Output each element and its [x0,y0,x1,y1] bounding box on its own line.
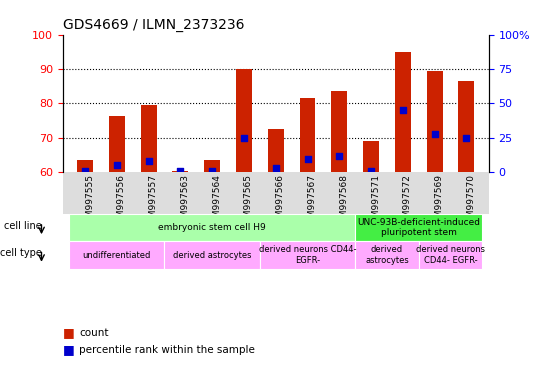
Text: GSM997556: GSM997556 [117,174,126,229]
Point [335,153,343,159]
Point [144,158,153,164]
Bar [355,214,482,241]
Text: ■: ■ [63,326,75,339]
Bar [331,91,347,172]
Bar [300,98,316,172]
Point [430,131,439,137]
Bar [363,141,379,172]
Text: GSM997564: GSM997564 [212,174,221,229]
Text: cell type: cell type [0,248,41,258]
Text: count: count [79,328,109,338]
Text: GSM997567: GSM997567 [307,174,317,229]
Text: embryonic stem cell H9: embryonic stem cell H9 [158,223,266,232]
Bar [268,129,284,172]
Point [271,165,280,171]
Text: undifferentiated: undifferentiated [82,250,151,260]
Bar [141,105,157,172]
Text: derived neurons
CD44- EGFR-: derived neurons CD44- EGFR- [416,245,485,265]
Text: GSM997569: GSM997569 [435,174,444,229]
Text: UNC-93B-deficient-induced
pluripotent stem: UNC-93B-deficient-induced pluripotent st… [357,218,480,237]
Text: percentile rank within the sample: percentile rank within the sample [79,345,255,355]
Point [399,107,407,113]
Point [176,168,185,174]
Point [112,162,121,169]
Bar [260,241,355,269]
Bar [419,241,482,269]
Text: GSM997571: GSM997571 [371,174,380,229]
Point [240,135,248,141]
Text: GSM997555: GSM997555 [85,174,94,229]
Text: ■: ■ [63,343,75,356]
Bar [69,214,355,241]
Bar [173,170,188,172]
Bar [236,69,252,172]
Text: GSM997570: GSM997570 [466,174,476,229]
Point [462,135,471,141]
Text: GSM997566: GSM997566 [276,174,284,229]
Bar [459,81,474,172]
Text: GSM997568: GSM997568 [339,174,348,229]
Bar [164,241,260,269]
Text: GSM997557: GSM997557 [149,174,158,229]
Text: derived astrocytes: derived astrocytes [173,250,251,260]
Bar [395,52,411,172]
Point [81,168,90,174]
Text: derived
astrocytes: derived astrocytes [365,245,409,265]
Text: GDS4669 / ILMN_2373236: GDS4669 / ILMN_2373236 [63,18,244,32]
Text: GSM997572: GSM997572 [403,174,412,229]
Bar [355,241,419,269]
Text: GSM997565: GSM997565 [244,174,253,229]
Point [303,156,312,162]
Bar [77,160,93,172]
Bar [109,116,125,172]
Point [208,168,217,174]
Bar [69,241,164,269]
Text: cell line: cell line [4,220,41,230]
Bar [204,160,220,172]
Text: GSM997563: GSM997563 [180,174,189,229]
Bar [426,71,443,172]
Text: derived neurons CD44-
EGFR-: derived neurons CD44- EGFR- [259,245,356,265]
Point [367,168,376,174]
